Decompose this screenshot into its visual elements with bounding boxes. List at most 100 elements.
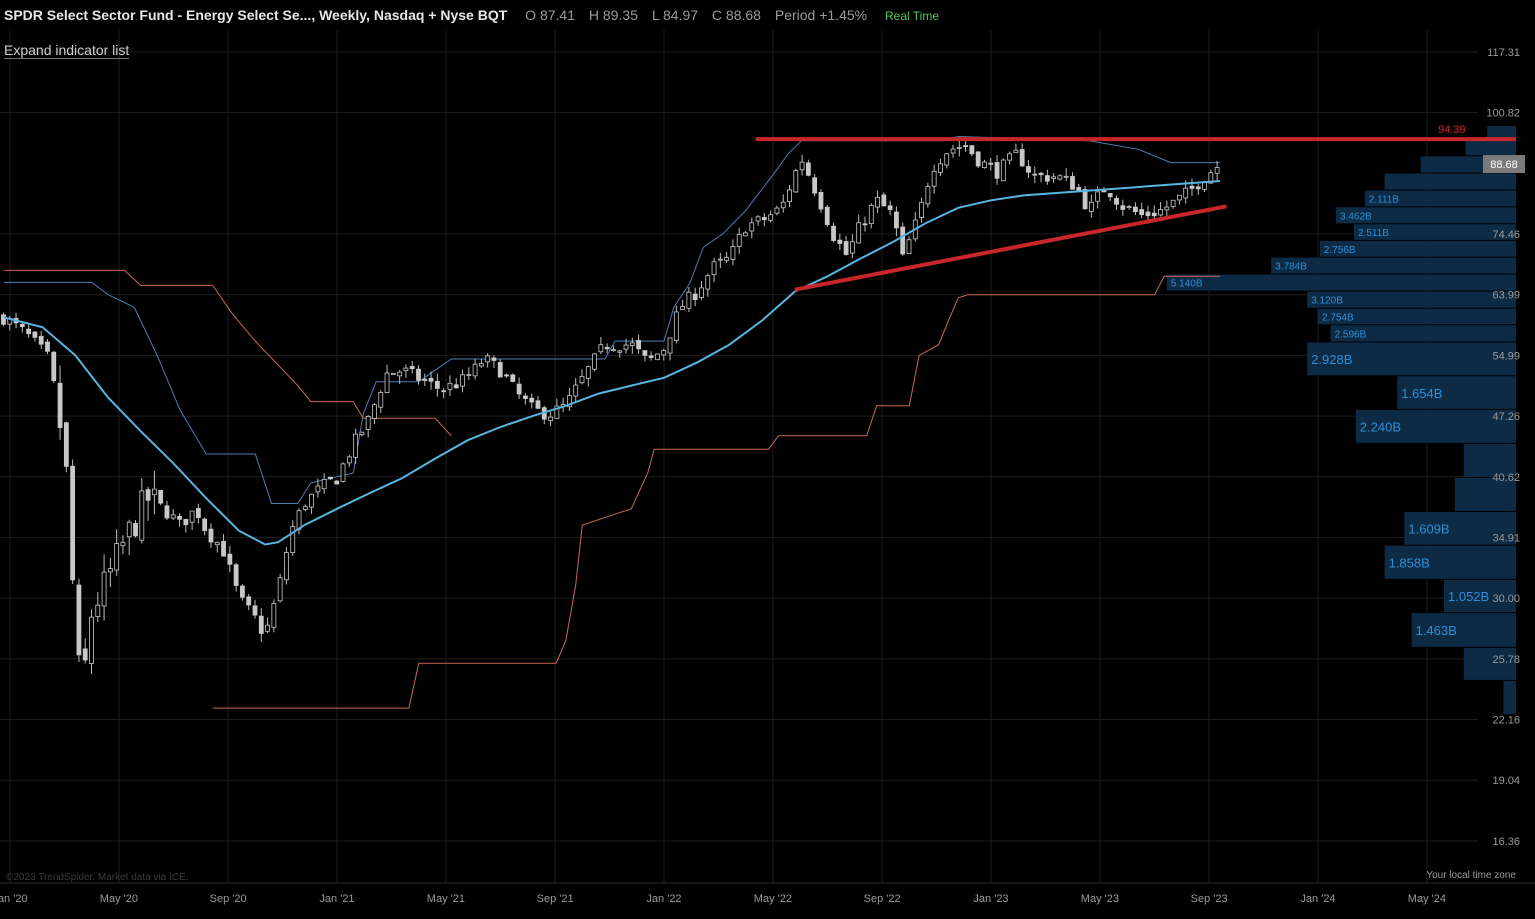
candle-body xyxy=(409,366,415,370)
candle-body xyxy=(26,328,32,335)
candle-body xyxy=(686,291,692,309)
volume-profile-bar xyxy=(1487,126,1516,139)
candle-body xyxy=(76,584,82,656)
realtime-badge: Real Time xyxy=(884,9,940,23)
x-tick-label: Sep '23 xyxy=(1191,893,1228,905)
candle-body xyxy=(655,353,660,361)
volume-profile-label: 2.240B xyxy=(1360,420,1401,435)
candle-body xyxy=(1145,211,1151,217)
close-value: C 88.68 xyxy=(711,7,761,23)
x-tick-label: May '21 xyxy=(427,893,465,905)
volume-profile-label: 3.784B xyxy=(1275,262,1307,273)
candle-body xyxy=(221,540,226,557)
x-axis: Jan '20 May '20 Sep '20 Jan '21 May '21 Sep '… xyxy=(0,893,1446,905)
candle-body xyxy=(950,148,956,154)
trendlines[interactable]: 94.39 xyxy=(755,124,1516,292)
moving-average-path xyxy=(3,180,1220,546)
x-tick-label: May '20 xyxy=(100,893,138,905)
candle-body xyxy=(246,596,252,606)
candle-body xyxy=(1170,199,1176,207)
candle-body xyxy=(315,485,321,493)
copyright-text: ©2023 TrendSpider. Market data via ICE. xyxy=(6,872,189,883)
candle-body xyxy=(743,232,748,237)
candle-body xyxy=(51,351,57,382)
timezone-label[interactable]: Your local time zone xyxy=(1426,870,1516,881)
candle-body xyxy=(692,293,698,301)
candle-body xyxy=(353,433,359,458)
candle-body xyxy=(1158,209,1163,216)
volume-profile-label: 3.120B xyxy=(1311,296,1343,307)
x-tick-label: May '23 xyxy=(1081,893,1119,905)
volume-profile-bar xyxy=(1463,647,1516,680)
y-tick-label: 25.78 xyxy=(1492,654,1520,666)
candle-body xyxy=(309,493,314,508)
volume-profile-label: 2.754B xyxy=(1322,313,1354,324)
candle-body xyxy=(868,204,874,224)
y-tick-label: 63.99 xyxy=(1492,290,1520,302)
candle-body xyxy=(252,605,258,616)
candle-body xyxy=(133,523,138,537)
volume-profile-label: 1.858B xyxy=(1389,555,1430,570)
candle-body xyxy=(466,374,472,376)
x-tick-label: Jan '24 xyxy=(1300,893,1335,905)
candle-body xyxy=(164,505,170,519)
volume-profile-label: 1.463B xyxy=(1416,623,1457,638)
candle-body xyxy=(824,206,830,225)
candle-body xyxy=(862,223,868,226)
candle-body xyxy=(850,241,855,254)
candle-body xyxy=(629,342,635,347)
channel-bands xyxy=(3,135,1220,709)
candle-body xyxy=(535,400,541,409)
candle-body xyxy=(359,431,365,435)
candle-body xyxy=(139,490,145,541)
candle-body xyxy=(1101,190,1107,193)
candle-body xyxy=(963,145,968,147)
candle-body xyxy=(277,577,283,602)
candle-body xyxy=(95,604,101,618)
candle-body xyxy=(812,177,818,194)
candle-body xyxy=(1164,206,1170,211)
candle-body xyxy=(1208,172,1214,184)
candle-body xyxy=(38,335,44,345)
volume-profile-bar xyxy=(1465,139,1516,156)
volume-profile-bar xyxy=(1354,224,1516,240)
y-tick-label: 34.91 xyxy=(1492,532,1520,544)
candle-body xyxy=(680,306,686,310)
volume-profile-label: 2.756B xyxy=(1324,245,1356,256)
candle-body xyxy=(265,624,270,632)
lower-stop-line xyxy=(212,275,1220,709)
candle-body xyxy=(837,239,843,244)
chart-header: SPDR Select Sector Fund - Energy Select … xyxy=(4,7,939,23)
candle-body xyxy=(151,488,157,496)
candle-body xyxy=(1026,166,1031,173)
candle-body xyxy=(856,222,862,244)
candle-body xyxy=(982,161,987,168)
candle-body xyxy=(189,510,195,523)
candle-body xyxy=(1114,197,1119,205)
candle-body xyxy=(428,377,434,382)
candle-body xyxy=(585,366,591,379)
volume-profile-label: 1.654B xyxy=(1401,386,1442,401)
candle-body xyxy=(227,553,233,565)
candle-body xyxy=(730,245,736,260)
low-value: L 84.97 xyxy=(651,7,699,23)
volume-profile-bar xyxy=(1397,376,1516,409)
candle-body xyxy=(1214,167,1220,174)
candlesticks xyxy=(1,137,1220,675)
candle-body xyxy=(648,355,654,358)
candle-body xyxy=(661,350,667,356)
expand-indicator-list-link[interactable]: Expand indicator list xyxy=(4,42,130,59)
candle-body xyxy=(761,217,767,221)
x-tick-label: Jan '22 xyxy=(646,893,681,905)
y-tick-label: 54.99 xyxy=(1492,350,1520,362)
high-value: H 89.35 xyxy=(588,7,638,23)
volume-profile-bar xyxy=(1411,613,1516,647)
candle-body xyxy=(906,239,912,254)
candle-body xyxy=(642,350,648,356)
candle-body xyxy=(378,392,384,408)
candle-body xyxy=(1151,212,1157,217)
volume-profile-bar xyxy=(1364,190,1516,207)
candle-body xyxy=(925,186,931,205)
candle-body xyxy=(938,163,943,173)
